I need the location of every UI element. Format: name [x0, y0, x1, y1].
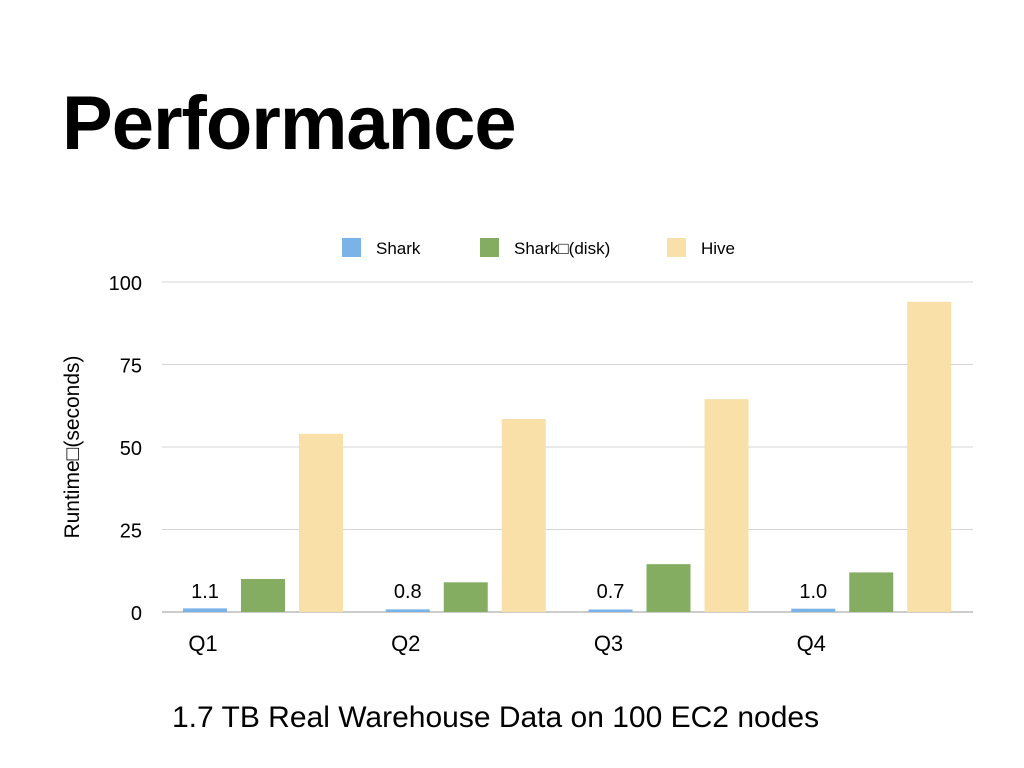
bar-q2-series-1 [443, 582, 488, 612]
bar-q4-series-2 [907, 301, 952, 612]
bar-q2-series-2 [501, 418, 546, 612]
legend-label: Shark [376, 239, 421, 258]
y-tick-labels: 0 25 50 75 100 [109, 273, 142, 625]
bar-q1-series-1 [241, 579, 285, 612]
x-tick-label: Q4 [797, 631, 826, 656]
x-tick-label: Q2 [391, 631, 420, 656]
legend-swatch [480, 238, 499, 257]
bar-q3-series-1 [646, 564, 691, 612]
bar-q4-series-1 [849, 572, 894, 612]
bars [183, 301, 952, 612]
y-axis-label: Runtime□(seconds) [61, 355, 84, 538]
bar-q1-series-2 [299, 433, 343, 612]
bar-q3-series-0 [588, 609, 633, 612]
bar-q2-series-0 [385, 609, 430, 612]
data-labels: 1.1 0.8 0.7 1.0 [191, 581, 827, 603]
legend-label: Hive [701, 239, 735, 258]
legend-swatch [667, 238, 686, 257]
bar-q4-series-0 [791, 608, 836, 612]
bar-q3-series-2 [704, 399, 749, 612]
slide-caption: 1.7 TB Real Warehouse Data on 100 EC2 no… [172, 701, 820, 734]
legend-swatch [342, 238, 361, 257]
x-tick-label: Q3 [594, 631, 623, 656]
bar-q1-series-0 [183, 608, 227, 612]
x-tick-labels: Q1 Q2 Q3 Q4 [188, 631, 826, 656]
slide-title: Performance [62, 81, 517, 166]
data-label: 1.1 [191, 581, 219, 603]
y-tick-label: 100 [109, 273, 142, 295]
y-tick-label: 25 [120, 521, 142, 543]
x-tick-label: Q1 [188, 631, 217, 656]
gridlines [162, 281, 973, 613]
y-tick-label: 50 [120, 438, 142, 460]
data-label: 0.8 [394, 581, 422, 603]
y-tick-label: 0 [131, 603, 142, 625]
data-label: 1.0 [799, 581, 827, 603]
data-label: 0.7 [597, 581, 625, 603]
y-tick-label: 75 [120, 356, 142, 378]
legend-label: Shark□(disk) [514, 239, 610, 258]
legend: Shark Shark□(disk) Hive [342, 238, 735, 258]
